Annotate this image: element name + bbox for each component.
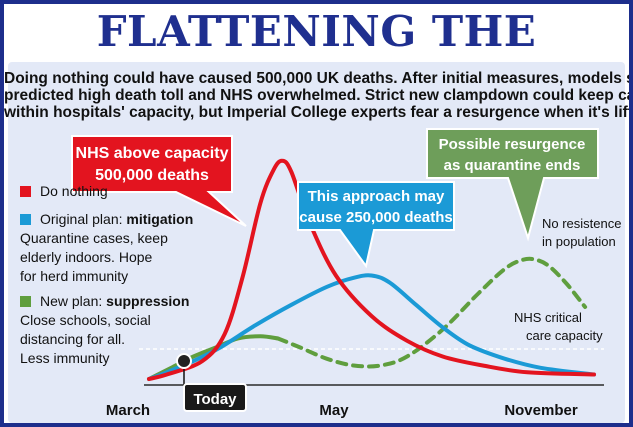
legend-swatch-suppression [20,296,31,307]
legend-swatch-do-nothing [20,186,31,197]
callout-green-line: Possible resurgence [439,136,586,153]
legend-suppression-desc: Less immunity [20,350,109,366]
series-line-original-plan-mitigation [147,273,596,381]
intro-line: within hospitals' capacity, but Imperial… [4,104,633,121]
legend-mitigation-bold: mitigation [126,211,193,227]
series-line-new-plan-suppression-resurgence [276,256,588,369]
intro-text: Doing nothing could have caused 500,000 … [4,70,629,121]
x-tick-label: May [319,402,349,419]
callout-green-bubble [426,128,599,242]
callout-red-line: 500,000 deaths [95,167,209,184]
x-tick-label: November [504,402,578,419]
x-tick-label: March [106,402,150,419]
callout-green-line: as quarantine ends [444,157,581,174]
legend-suppression-prefix: New plan: [40,293,106,309]
legend-mitigation-desc: elderly indoors. Hope [20,249,153,265]
legend-label-suppression: New plan: suppression [40,293,189,309]
annotation-capacity: care capacity [526,328,603,343]
series-line-do-nothing [147,158,596,381]
callout-red-line: NHS above capacity [76,145,229,162]
legend-label-mitigation: Original plan: mitigation [40,211,193,227]
intro-line: predicted high death toll and NHS overwh… [4,87,633,104]
annotation-no-resistance: No resistence [542,216,621,231]
legend-swatch-mitigation [20,214,31,225]
callout-blue-bubble [297,181,455,269]
series-layer [147,158,596,381]
legend-mitigation-prefix: Original plan: [40,211,126,227]
annotation-capacity: NHS critical [514,310,582,325]
legend-mitigation-desc: for herd immunity [20,268,128,284]
legend-mitigation-desc: Quarantine cases, keep [20,230,168,246]
annotation-no-resistance: in population [542,234,616,249]
today-label-box [183,383,247,412]
legend-suppression-bold: suppression [106,293,189,309]
today-label: Today [193,391,237,408]
callout-blue-line: cause 250,000 deaths [299,209,452,226]
callout-red-bubble [71,135,247,227]
legend-suppression-desc: Close schools, social [20,312,151,328]
today-dot [176,353,192,369]
legend-suppression-desc: distancing for all. [20,331,125,347]
intro-line: Doing nothing could have caused 500,000 … [4,70,633,87]
callout-blue-line: This approach may [308,188,445,205]
chart-svg: March May November Today NHS above capac… [20,128,621,419]
legend-label-do-nothing: Do nothing [40,183,108,199]
